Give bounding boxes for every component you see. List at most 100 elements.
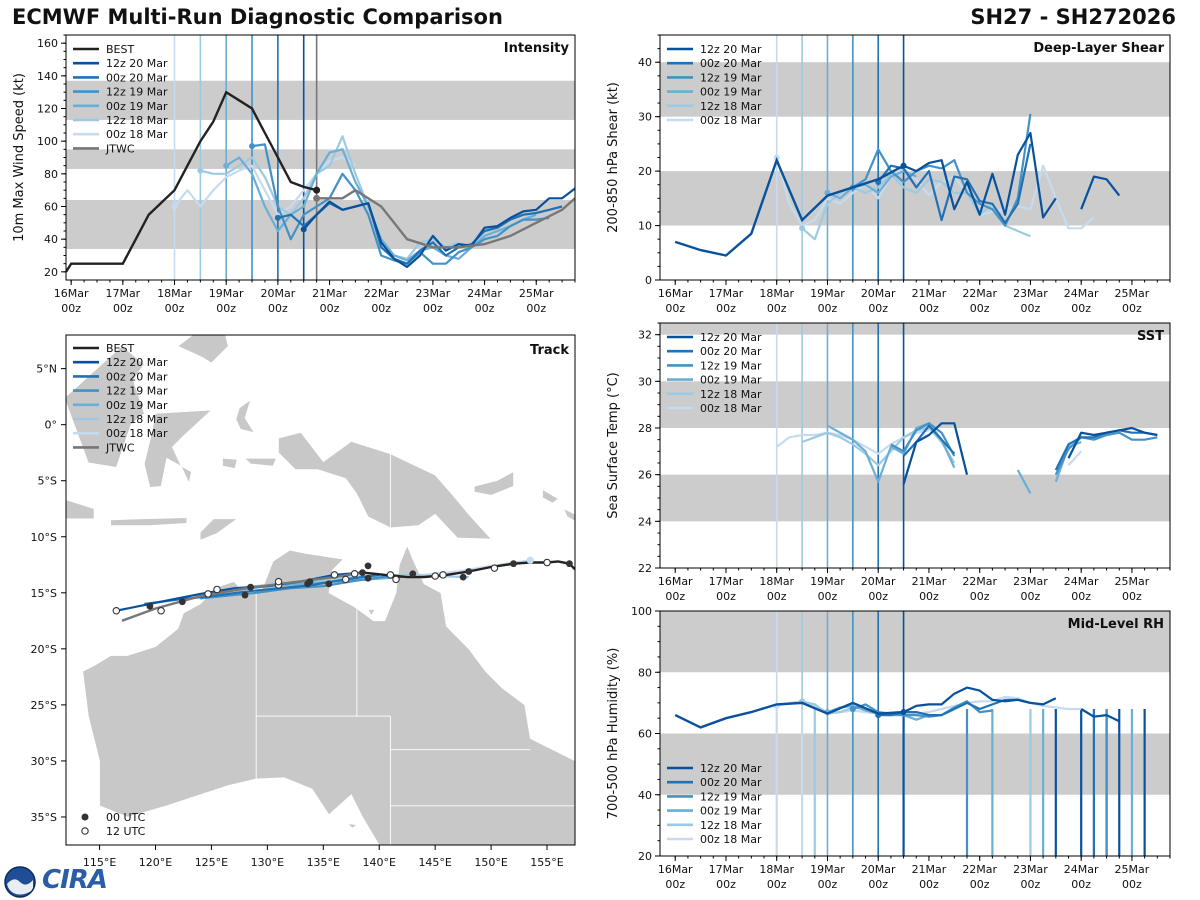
x-tick-label: 00z [1021,878,1041,891]
x-tick-label: 00z [868,878,888,891]
series-start-marker [274,214,281,221]
storm-id: SH27 - SH272026 [970,5,1176,29]
x-tick-label: 00z [526,302,546,315]
y-axis-label: Sea Surface Temp (°C) [606,372,621,519]
x-tick-label: 25Mar [1115,575,1150,588]
run-start-marker [526,556,534,564]
plot-area [660,323,1170,568]
lon-tick-label: 145°E [418,856,451,869]
track-marker-00utc [247,583,254,591]
best-line [674,156,905,257]
threshold-band [660,733,1170,795]
threshold-band [66,80,575,120]
x-tick-label: 00z [716,302,736,315]
x-tick-label: 00z [1122,302,1142,315]
x-tick-label: 21Mar [312,287,347,300]
x-tick-label: 20Mar [861,863,896,876]
legend-label: 00z 20 Mar [106,370,168,383]
legend-label: 00z 18 Mar [700,114,762,127]
x-tick-label: 00z [818,302,838,315]
x-tick-label: 00z [1021,590,1041,603]
x-tick-label: 20Mar [861,287,896,300]
lesser-sunda-landmass [110,517,188,526]
series-line [173,156,356,216]
x-tick-label: 00z [970,302,990,315]
y-axis-label: 700-500 hPa Humidity (%) [606,648,621,820]
y-tick-label: 32 [638,329,652,342]
x-tick-label: 24Mar [1064,575,1099,588]
bougainville-landmass [542,489,559,504]
x-tick-label: 00z [165,302,185,315]
lat-tick-label: 30°S [31,755,57,768]
y-tick-label: 20 [638,850,652,863]
timor-landmass [199,518,239,541]
legend-label: 12z 19 Mar [700,790,762,803]
x-tick-label: 00z [1122,590,1142,603]
y-tick-label: 40 [44,233,58,246]
y-tick-label: 22 [638,562,652,575]
legend-label: 12z 18 Mar [700,388,762,401]
x-tick-label: 00z [767,302,787,315]
legend-label: 00z 19 Mar [700,86,762,99]
threshold-band [660,611,1170,673]
x-tick-label: 22Mar [962,287,997,300]
x-tick-label: 00z [371,302,391,315]
y-tick-label: 100 [631,605,652,618]
track-marker-12utc [213,585,221,594]
x-tick-label: 22Mar [364,287,399,300]
track-marker-00utc [409,570,417,578]
legend-label: 00z 20 Mar [700,776,762,789]
track-marker-00utc [325,580,333,588]
best-track-marker [566,560,573,568]
x-tick-label: 22Mar [962,863,997,876]
series-line [775,157,1095,230]
panel-title: Track [530,343,569,358]
legend-label: 12z 20 Mar [700,762,762,775]
legend-marker-12utc [81,827,89,835]
borneo-landmass [66,345,145,468]
y-tick-label: 40 [638,56,652,69]
series-line [902,422,1158,485]
x-tick-label: 17Mar [105,287,140,300]
series-line [890,422,1158,476]
java-landmass [66,499,95,520]
track-marker-12utc [431,572,439,580]
legend-label: 12z 20 Mar [700,43,762,56]
legend-label: JTWC [105,142,135,155]
y-tick-label: 24 [638,515,652,528]
series-start-marker [300,226,307,233]
seram-landmass [244,458,277,467]
track-marker-12utc [157,606,165,615]
series-start-marker [249,143,256,150]
y-tick-label: 26 [638,469,652,482]
x-tick-label: 00z [216,302,236,315]
halmahera-landmass [235,399,255,433]
x-tick-label: 20Mar [260,287,295,300]
y-tick-label: 20 [638,165,652,178]
y-tick-label: 20 [44,266,58,279]
new-britain-landmass [474,471,514,496]
x-tick-label: 25Mar [519,287,554,300]
x-tick-label: 00z [113,302,133,315]
threshold-band [660,381,1170,428]
cira-logo: CIRA [42,865,108,895]
x-tick-label: 19Mar [810,287,845,300]
lat-tick-label: 35°S [31,811,57,824]
x-tick-label: 00z [716,590,736,603]
legend-label: 00 UTC [106,811,146,824]
lat-tick-label: 20°S [31,643,57,656]
track-marker-12utc [350,569,359,578]
x-tick-label: 22Mar [962,575,997,588]
y-tick-label: 120 [37,103,58,116]
legend-label: 12z 19 Mar [700,359,762,372]
y-tick-label: 0 [645,274,652,287]
legend-label: 12z 18 Mar [700,819,762,832]
x-tick-label: 00z [767,590,787,603]
legend-label: 12z 18 Mar [700,100,762,113]
x-tick-label: 00z [665,302,685,315]
x-tick-label: 00z [1071,878,1091,891]
x-tick-label: 18Mar [759,575,794,588]
x-tick-label: 24Mar [467,287,502,300]
x-tick-label: 24Mar [1064,287,1099,300]
legend-label: 12z 20 Mar [700,331,762,344]
